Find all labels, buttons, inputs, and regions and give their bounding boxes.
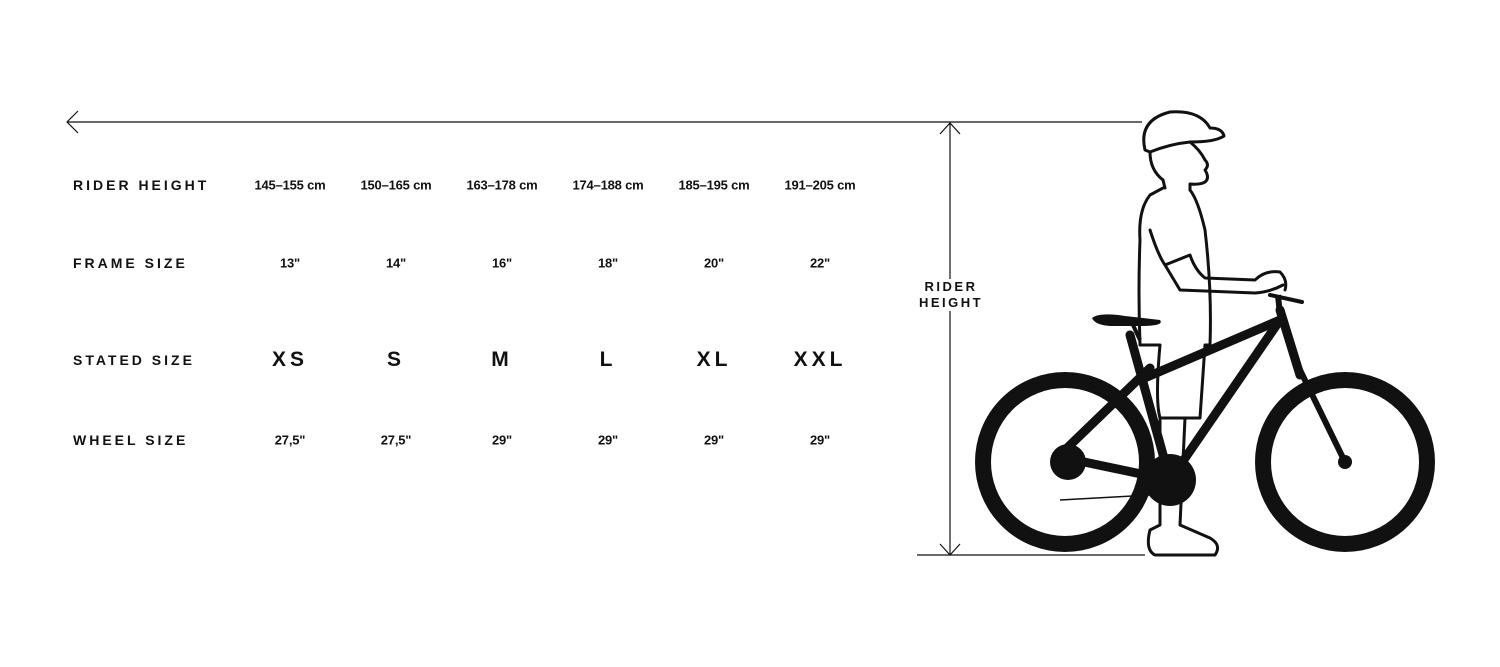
stated-size-value: S xyxy=(386,348,405,371)
frame-size-value: 14" xyxy=(385,255,407,271)
stated-size-value: XS xyxy=(271,348,308,371)
frame-size-value: 16" xyxy=(491,255,513,271)
rider-height-value: 150–165 cm xyxy=(360,177,432,193)
rider-height-value: 145–155 cm xyxy=(254,177,326,193)
wheel-size-value: 29" xyxy=(491,432,513,448)
rider-illustration xyxy=(1137,110,1288,557)
bicycle-illustration xyxy=(975,293,1435,552)
frame-size-value: 22" xyxy=(809,255,831,271)
frame-size-value: 20" xyxy=(703,255,725,271)
frame-size-label: FRAME SIZE xyxy=(73,255,188,271)
stated-size-label: STATED SIZE xyxy=(73,352,195,368)
wheel-size-value: 27,5" xyxy=(274,432,306,448)
rider-height-value: 185–195 cm xyxy=(678,177,750,193)
frame-size-value: 13" xyxy=(279,255,301,271)
stated-size-value: L xyxy=(599,348,617,371)
wheel-size-value: 27,5" xyxy=(380,432,412,448)
measure-label-line1: RIDER xyxy=(924,279,978,294)
up-arrowhead-icon xyxy=(939,122,961,135)
stated-size-value: M xyxy=(491,348,513,371)
rider-height-value: 191–205 cm xyxy=(784,177,856,193)
left-arrowhead-icon xyxy=(66,110,79,134)
wheel-size-value: 29" xyxy=(597,432,619,448)
rider-height-value: 174–188 cm xyxy=(572,177,644,193)
stated-size-value: XL xyxy=(696,348,732,371)
wheel-size-label: WHEEL SIZE xyxy=(73,432,189,448)
wheel-size-value: 29" xyxy=(703,432,725,448)
rider-height-measure-label: RIDER HEIGHT xyxy=(905,279,997,311)
measure-label-line2: HEIGHT xyxy=(918,295,984,310)
frame-size-value: 18" xyxy=(597,255,619,271)
wheel-size-value: 29" xyxy=(809,432,831,448)
stated-size-value: XXL xyxy=(793,348,847,371)
rider-height-label: RIDER HEIGHT xyxy=(73,177,210,193)
rider-height-value: 163–178 cm xyxy=(466,177,538,193)
